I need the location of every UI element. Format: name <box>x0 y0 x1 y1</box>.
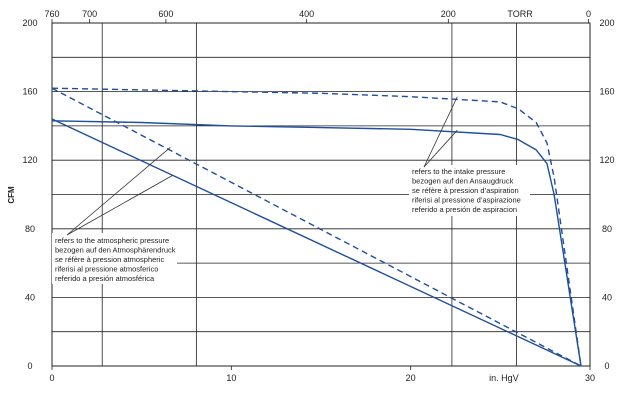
note-line-intake: se réfère à pression d’aspiration <box>412 186 519 195</box>
y-tick-label-left: 200 <box>22 18 37 28</box>
note-line-atmospheric: riferisi al pressione atmosferico <box>55 265 158 274</box>
x-tick-label-top: 700 <box>82 9 97 19</box>
note-box-atmospheric <box>52 233 177 284</box>
x-tick-label-bottom: 10 <box>226 373 236 383</box>
y-tick-label-left: 80 <box>25 224 35 234</box>
series-line-intake-dashed <box>51 87 582 367</box>
note-line-intake: refers to the intake pressure <box>412 167 505 176</box>
x-tick-label-bottom: 20 <box>406 373 416 383</box>
note-line-atmospheric: referido a presión atmosférica <box>55 274 155 283</box>
note-line-intake: referido a presión de aspiracion <box>412 205 517 214</box>
x-tick-label-top: 200 <box>441 9 456 19</box>
note-line-atmospheric: refers to the atmospheric pressure <box>55 236 169 245</box>
y-tick-label-right: 40 <box>602 292 612 302</box>
x-axis-unit-top: TORR <box>507 9 533 19</box>
series-line-intake-solid <box>51 120 582 367</box>
note-line-intake: bezogen auf den Ansaugdruck <box>412 177 514 186</box>
x-axis-unit-bottom: in. HgV <box>489 373 519 383</box>
note-line-atmospheric: se réfère à pression atmospheric <box>55 255 164 264</box>
series-line-atmospheric-solid <box>51 118 582 367</box>
x-tick-label-top: 600 <box>158 9 173 19</box>
y-tick-label-right: 0 <box>604 361 609 371</box>
x-tick-label-top: 760 <box>44 9 59 19</box>
leader-intake-dashed <box>423 96 458 168</box>
leader-atmospheric-dashed <box>66 147 171 236</box>
y-tick-label-left: 40 <box>25 292 35 302</box>
y-axis-label: CFM <box>7 186 16 204</box>
note-line-intake: riferisi al pressione d’aspirazione <box>412 196 521 205</box>
y-tick-label-left: 120 <box>22 155 37 165</box>
y-tick-label-left: 160 <box>22 87 37 97</box>
series-group <box>51 87 582 367</box>
leader-atmospheric-solid <box>66 175 173 236</box>
y-tick-label-right: 80 <box>602 224 612 234</box>
axes: 0 0 40 40 80 80 120 120 160 160 200 200 0 10 20 30 in. H… <box>22 9 614 383</box>
y-tick-label-right: 120 <box>599 155 614 165</box>
note-line-atmospheric: bezogen auf den Atmosphärendruck <box>55 246 176 255</box>
x-tick-label-bottom: 30 <box>585 373 595 383</box>
x-tick-label-bottom: 0 <box>49 373 54 383</box>
y-tick-label-right: 200 <box>599 18 614 28</box>
y-tick-label-right: 160 <box>599 87 614 97</box>
leader-intake-solid <box>423 129 458 168</box>
x-tick-label-top: 400 <box>299 9 314 19</box>
note-box-intake <box>409 165 530 216</box>
y-tick-label-left: 0 <box>27 361 32 371</box>
grid <box>52 23 590 366</box>
x-tick-label-top: 0 <box>586 9 591 19</box>
